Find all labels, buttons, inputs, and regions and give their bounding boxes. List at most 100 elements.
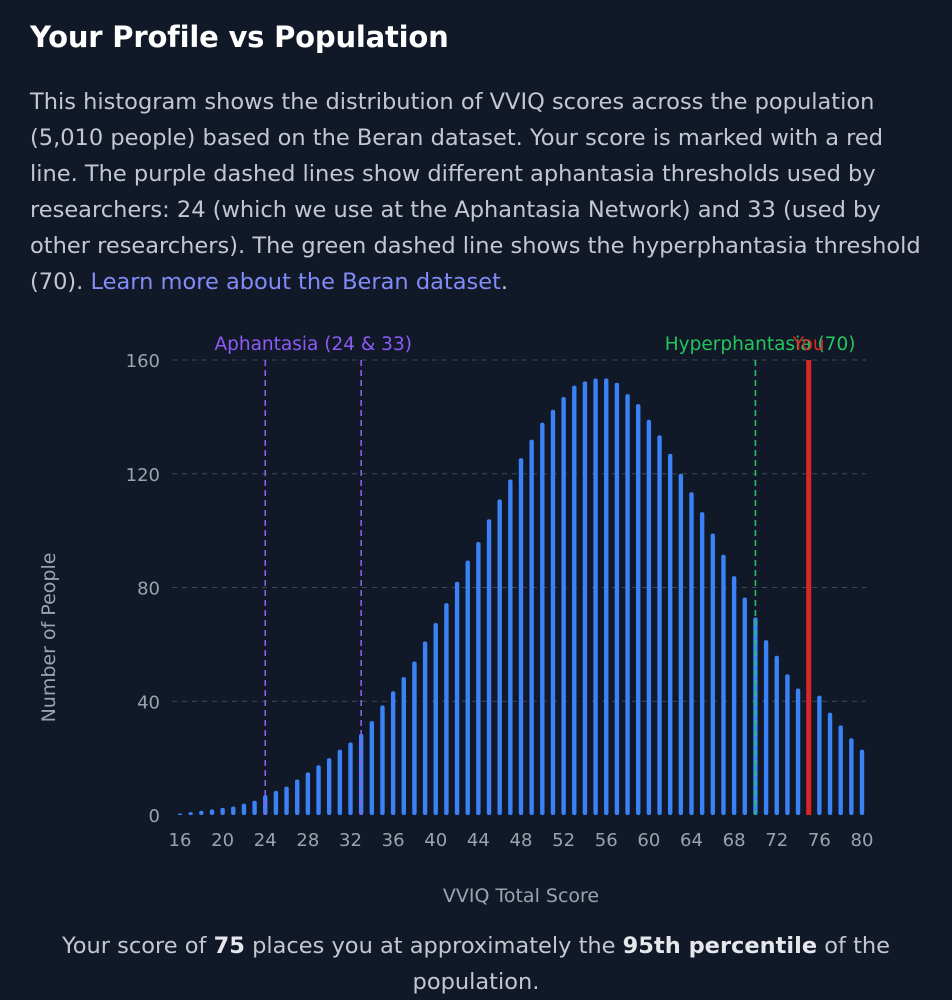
histogram-bar xyxy=(305,772,311,815)
threshold-label: Aphantasia (24 & 33) xyxy=(214,334,411,355)
histogram-bars xyxy=(177,378,865,815)
histogram-bar xyxy=(827,712,833,815)
histogram-bar xyxy=(742,597,747,815)
histogram-bar xyxy=(231,806,236,815)
x-tick-label: 28 xyxy=(296,830,319,851)
histogram-bar xyxy=(380,705,385,815)
histogram-bar xyxy=(689,492,694,815)
histogram-bar xyxy=(785,674,790,815)
x-tick-label: 80 xyxy=(851,830,874,851)
x-tick-label: 68 xyxy=(723,830,746,851)
description-text: This histogram shows the distribution of… xyxy=(30,89,921,295)
histogram-bar xyxy=(369,721,375,815)
percentile-summary: Your score of 75 places you at approxima… xyxy=(40,928,912,1000)
y-tick-label: 0 xyxy=(149,806,160,827)
histogram-bar xyxy=(550,409,556,815)
y-tick-label: 120 xyxy=(126,465,160,486)
x-tick-label: 16 xyxy=(169,830,192,851)
histogram-bar xyxy=(849,738,854,815)
histogram-bar xyxy=(529,439,534,815)
histogram-bar xyxy=(604,378,609,815)
histogram-bar xyxy=(486,519,492,815)
histogram-bar xyxy=(252,800,257,815)
x-tick-label: 20 xyxy=(211,830,234,851)
histogram-bar xyxy=(774,655,779,815)
histogram-bar xyxy=(444,603,449,815)
histogram-chart: Aphantasia (24 & 33) Hyperphantasia (70)Y… xyxy=(38,334,874,907)
histogram-bar xyxy=(454,581,460,815)
beran-dataset-link[interactable]: Learn more about the Beran dataset xyxy=(90,269,501,295)
percentile-value: 95th percentile xyxy=(622,933,818,959)
histogram-bar xyxy=(731,576,737,815)
histogram-bar xyxy=(561,396,566,815)
x-tick-label: 64 xyxy=(680,830,703,851)
histogram-bar xyxy=(273,790,279,815)
histogram-bar xyxy=(817,695,822,815)
histogram-bar xyxy=(177,813,183,815)
x-tick-label: 40 xyxy=(424,830,447,851)
reference-lines: Aphantasia (24 & 33) Hyperphantasia (70)Y… xyxy=(214,334,855,815)
histogram-bar xyxy=(795,688,801,815)
histogram-bar xyxy=(667,453,673,815)
histogram-bar xyxy=(284,786,289,815)
histogram-bar xyxy=(678,473,684,815)
summary-prefix: Your score of xyxy=(61,933,214,959)
histogram-bar xyxy=(422,641,428,815)
chart-description: This histogram shows the distribution of… xyxy=(30,84,930,300)
histogram-bar xyxy=(209,809,215,815)
y-tick-label: 160 xyxy=(126,351,160,372)
histogram-bar xyxy=(838,725,843,815)
histogram-bar xyxy=(433,623,438,815)
histogram-bar xyxy=(465,560,470,815)
summary-middle: places you at approximately the xyxy=(244,933,623,959)
histogram-bar xyxy=(710,533,716,815)
histogram-bar xyxy=(412,661,417,815)
x-tick-label: 56 xyxy=(595,830,618,851)
histogram-bar xyxy=(721,554,726,815)
y-tick-label: 40 xyxy=(137,692,160,713)
histogram-bar xyxy=(646,419,652,815)
histogram-bar xyxy=(625,394,630,815)
description-period: . xyxy=(500,269,509,295)
histogram-bar xyxy=(497,499,502,815)
x-tick-label: 24 xyxy=(254,830,277,851)
histogram-bar xyxy=(337,749,343,815)
histogram-bar xyxy=(188,812,193,815)
histogram-bar xyxy=(636,404,641,815)
histogram-bar xyxy=(199,810,204,815)
histogram-bar xyxy=(582,381,588,815)
histogram-bar xyxy=(326,758,332,815)
histogram-bar xyxy=(401,677,406,815)
threshold-label: You xyxy=(792,334,825,355)
x-tick-label: 60 xyxy=(637,830,660,851)
x-tick-label: 72 xyxy=(765,830,788,851)
histogram-bar xyxy=(540,422,545,815)
x-tick-label: 48 xyxy=(510,830,533,851)
x-tick-label: 36 xyxy=(382,830,405,851)
x-tick-label: 52 xyxy=(552,830,575,851)
summary-suffix: of the population. xyxy=(412,933,891,995)
histogram-bar xyxy=(390,691,396,815)
histogram-bar xyxy=(476,542,481,815)
histogram-bar xyxy=(348,742,353,815)
histogram-bar xyxy=(572,385,577,815)
section-title: Your Profile vs Population xyxy=(30,20,449,54)
histogram-bar xyxy=(518,458,524,815)
y-axis-label: Number of People xyxy=(38,553,60,723)
axis-ticks: 0 40 80 120 160 16 20 24 28 32 36 40 44 48 52 56 60 64 68 7… xyxy=(126,351,874,851)
x-tick-label: 76 xyxy=(808,830,831,851)
y-tick-label: 80 xyxy=(137,579,160,600)
histogram-bar xyxy=(316,765,321,815)
histogram-bar xyxy=(295,779,300,815)
x-tick-label: 32 xyxy=(339,830,362,851)
histogram-bar xyxy=(614,382,620,815)
histogram-bar xyxy=(763,640,769,815)
histogram-bar xyxy=(241,803,247,815)
histogram-bar xyxy=(859,749,865,815)
histogram-bar xyxy=(699,512,705,815)
histogram-bar xyxy=(220,807,225,815)
x-tick-label: 44 xyxy=(467,830,490,851)
user-score: 75 xyxy=(213,933,245,959)
histogram-bar xyxy=(753,617,758,815)
